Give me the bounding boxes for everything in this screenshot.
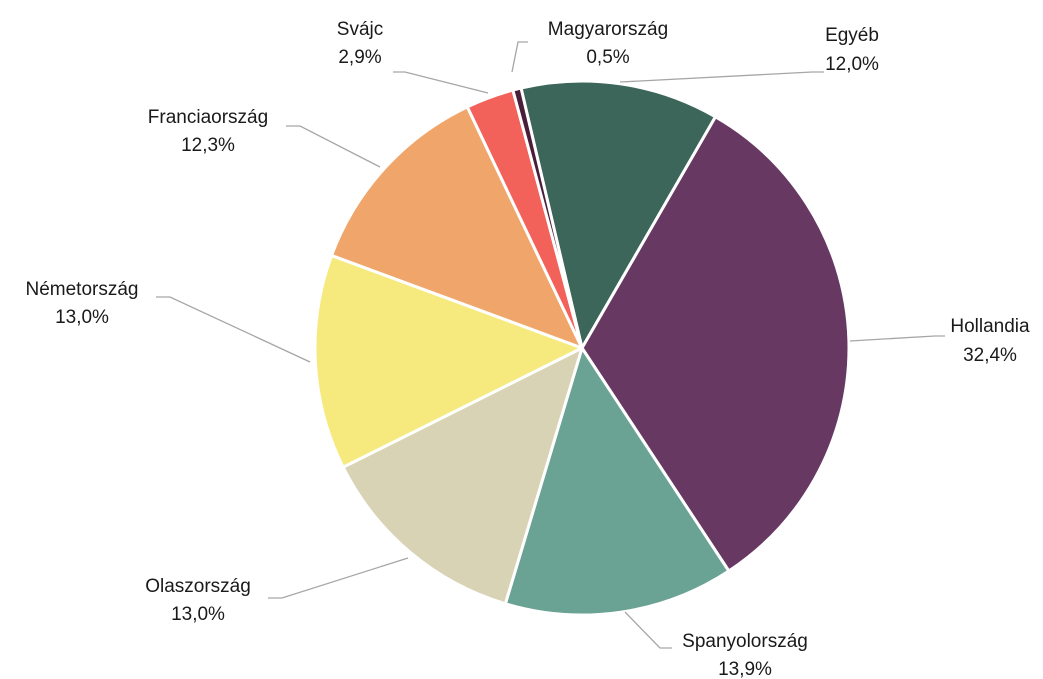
leader-line [511,41,528,73]
slice-value-label: 32,4% [963,345,1017,366]
pie-slice [503,346,731,617]
leader-line [849,335,945,342]
slice-value-label: 13,9% [718,659,772,679]
slice-label: Hollandia [950,316,1030,337]
slice-label: Magyarország [548,19,668,40]
slice-label: Olaszország [145,576,251,597]
leader-line [619,71,824,83]
leader-line [393,71,489,94]
slice-value-label: 0,5% [586,47,629,68]
leader-line [268,557,409,599]
slice-value-label: 12,3% [181,135,235,156]
slice-label: Spanyolország [682,631,808,652]
pie-slice [511,86,584,350]
slice-label: Franciaország [148,107,268,128]
slice-value-label: 12,0% [825,54,879,75]
slice-label: Németország [26,279,139,300]
pie-slice [580,115,851,573]
pie-slice [330,105,584,350]
leader-line [286,125,381,168]
slice-value-label: 13,0% [171,604,225,625]
slice-label: Svájc [337,19,383,40]
slice-label: Egyéb [825,25,879,46]
slice-value-label: 13,0% [55,307,109,328]
pie-slice [313,253,584,469]
leader-line [624,611,672,649]
leader-line [156,296,311,363]
slice-value-label: 2,9% [338,47,381,68]
pie-slice [341,346,584,606]
pie-slice [519,79,717,350]
